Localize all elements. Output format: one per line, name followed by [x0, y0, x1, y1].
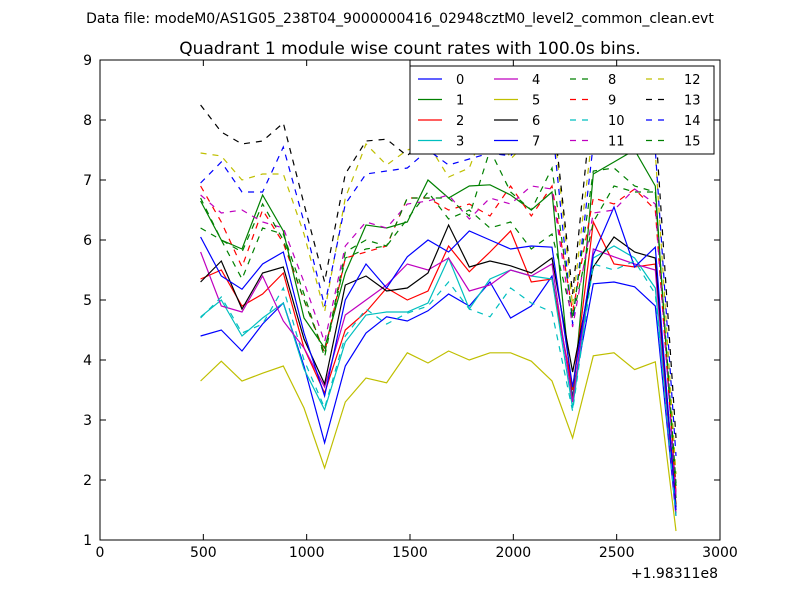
y-tick-label: 7: [83, 173, 92, 189]
y-tick-label: 5: [83, 293, 92, 309]
x-axis-offset-label: +1.98311e8: [631, 566, 718, 582]
series-line-0: [200, 274, 677, 517]
x-tick-label: 0: [96, 545, 105, 561]
y-tick-label: 8: [83, 113, 92, 129]
series-line-9: [200, 184, 677, 493]
legend-label: 0: [456, 73, 464, 88]
series-line-2: [200, 219, 677, 505]
x-tick-label: 1500: [392, 545, 428, 561]
series-line-11: [200, 185, 677, 496]
x-tick-label: 3000: [702, 545, 738, 561]
series-line-8: [200, 185, 677, 487]
legend-label: 13: [684, 94, 701, 109]
legend-label: 5: [532, 94, 540, 109]
legend-label: 4: [532, 73, 540, 88]
legend-label: 10: [608, 114, 625, 129]
y-tick-label: 3: [83, 413, 92, 429]
series-line-1: [200, 149, 677, 499]
series-line-4: [200, 248, 677, 514]
legend-label: 7: [532, 135, 540, 150]
x-tick-label: 1000: [289, 545, 325, 561]
y-tick-label: 1: [83, 533, 92, 549]
legend-box: [409, 65, 715, 155]
legend-label: 9: [608, 94, 616, 109]
series-line-7: [200, 205, 677, 511]
x-tick-label: 2500: [599, 545, 635, 561]
x-tick-label: 2000: [496, 545, 532, 561]
legend-label: 8: [608, 73, 616, 88]
series-line-3: [200, 245, 677, 511]
y-tick-label: 6: [83, 233, 92, 249]
legend-label: 6: [532, 114, 540, 129]
chart-title: Quadrant 1 module wise count rates with …: [179, 39, 640, 59]
y-tick-label: 9: [83, 53, 92, 69]
legend-label: 1: [456, 94, 464, 109]
legend-label: 3: [456, 135, 464, 150]
series-line-5: [200, 350, 677, 532]
x-tick-label: 500: [190, 545, 217, 561]
legend-label: 14: [684, 114, 701, 129]
series-line-6: [200, 223, 677, 508]
legend-label: 12: [684, 73, 701, 88]
series-line-15: [200, 148, 677, 484]
legend-label: 15: [684, 135, 701, 150]
y-tick-label: 4: [83, 353, 92, 369]
series-line-10: [200, 260, 677, 517]
figure-suptitle: Data file: modeM0/AS1G05_238T04_90000004…: [86, 11, 714, 27]
y-tick-label: 2: [83, 473, 92, 489]
legend-label: 2: [456, 114, 464, 129]
legend-label: 11: [608, 135, 625, 150]
